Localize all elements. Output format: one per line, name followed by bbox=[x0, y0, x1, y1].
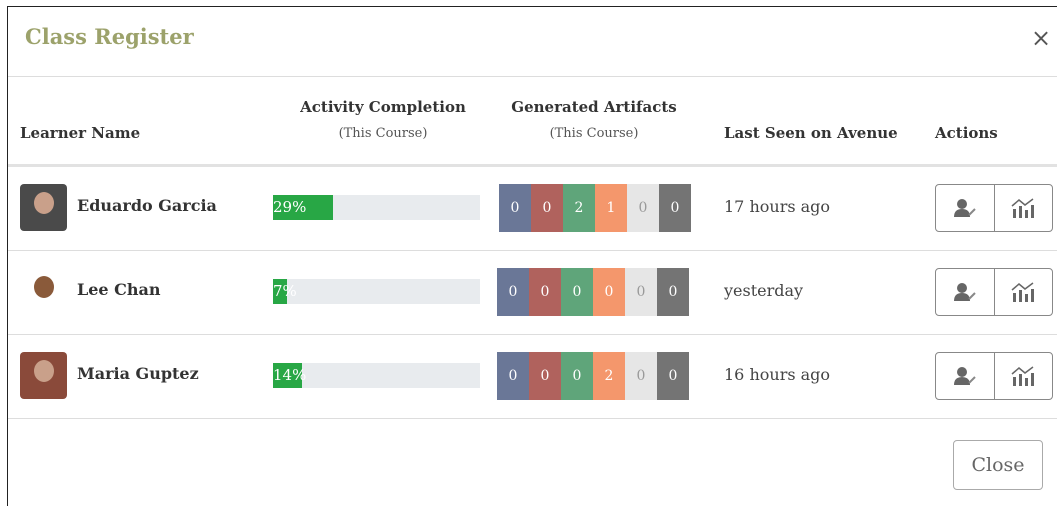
profile-icon bbox=[953, 198, 977, 218]
artifact-count: 0 bbox=[497, 352, 529, 400]
artifact-count: 0 bbox=[561, 352, 593, 400]
last-seen: 16 hours ago bbox=[724, 365, 830, 384]
last-seen: 17 hours ago bbox=[724, 197, 830, 216]
stats-icon bbox=[1010, 197, 1036, 219]
column-header: Actions bbox=[935, 124, 998, 142]
modal-title: Class Register bbox=[25, 24, 194, 49]
avatar bbox=[20, 352, 67, 399]
artifact-count: 2 bbox=[593, 352, 625, 400]
close-icon[interactable]: × bbox=[1031, 24, 1051, 52]
column-subheader: (This Course) bbox=[339, 126, 428, 141]
row-divider bbox=[8, 334, 1057, 335]
learner-name: Maria Guptez bbox=[77, 364, 199, 383]
column-subheader: (This Course) bbox=[550, 126, 639, 141]
column-header: Learner Name bbox=[20, 124, 140, 142]
profile-button[interactable] bbox=[936, 353, 994, 399]
avatar-head bbox=[34, 360, 54, 382]
column-header: Activity Completion bbox=[300, 98, 466, 116]
actions bbox=[935, 352, 1053, 400]
artifact-count: 0 bbox=[499, 184, 531, 232]
profile-icon bbox=[953, 282, 977, 302]
row-divider bbox=[8, 418, 1057, 419]
artifact-count: 0 bbox=[659, 184, 691, 232]
last-seen: yesterday bbox=[724, 281, 803, 300]
artifact-count: 0 bbox=[529, 268, 561, 316]
profile-button[interactable] bbox=[936, 185, 994, 231]
artifact-count: 0 bbox=[497, 268, 529, 316]
learner-name: Eduardo Garcia bbox=[77, 196, 217, 215]
artifact-count: 0 bbox=[657, 352, 689, 400]
divider bbox=[8, 164, 1057, 167]
learner-name: Lee Chan bbox=[77, 280, 161, 299]
avatar-head bbox=[34, 192, 54, 214]
artifact-count: 1 bbox=[595, 184, 627, 232]
actions bbox=[935, 268, 1053, 316]
progress-track: 7% bbox=[273, 279, 480, 304]
divider bbox=[8, 76, 1057, 77]
row-divider bbox=[8, 250, 1057, 251]
progress-track: 14% bbox=[273, 363, 480, 388]
profile-icon bbox=[953, 366, 977, 386]
close-button[interactable]: Close bbox=[953, 440, 1043, 490]
actions bbox=[935, 184, 1053, 232]
modal: Class Register × Close Learner Name Activ… bbox=[7, 6, 1057, 506]
artifact-count: 0 bbox=[561, 268, 593, 316]
stats-icon bbox=[1010, 281, 1036, 303]
progress-label: 7% bbox=[273, 282, 297, 300]
artifact-count: 0 bbox=[593, 268, 625, 316]
artifact-count: 0 bbox=[531, 184, 563, 232]
avatar bbox=[20, 268, 67, 315]
progress-label: 14% bbox=[273, 366, 306, 384]
avatar bbox=[20, 184, 67, 231]
artifact-count: 0 bbox=[625, 268, 657, 316]
artifact-count: 2 bbox=[563, 184, 595, 232]
avatar-head bbox=[34, 276, 54, 298]
stats-icon bbox=[1010, 365, 1036, 387]
profile-button[interactable] bbox=[936, 269, 994, 315]
artifact-count: 0 bbox=[657, 268, 689, 316]
artifact-count: 0 bbox=[529, 352, 561, 400]
column-header: Generated Artifacts bbox=[511, 98, 676, 116]
stats-button[interactable] bbox=[994, 185, 1053, 231]
stats-button[interactable] bbox=[994, 269, 1053, 315]
stats-button[interactable] bbox=[994, 353, 1053, 399]
progress-label: 29% bbox=[273, 198, 306, 216]
progress-track: 29% bbox=[273, 195, 480, 220]
artifact-count: 0 bbox=[627, 184, 659, 232]
column-header: Last Seen on Avenue bbox=[724, 124, 898, 142]
artifact-count: 0 bbox=[625, 352, 657, 400]
